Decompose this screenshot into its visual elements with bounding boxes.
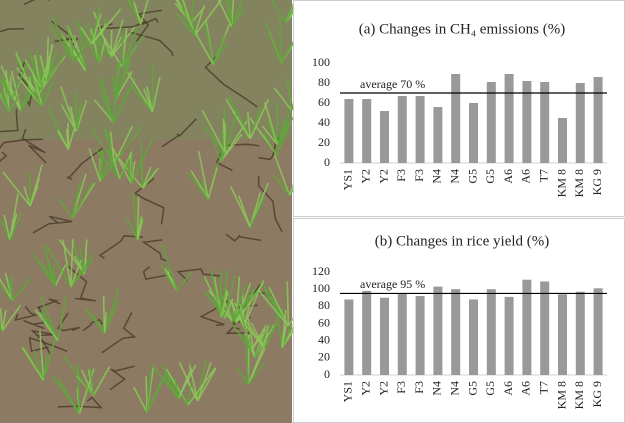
x-tick-label: T7 bbox=[536, 381, 550, 394]
x-tick-label: G5 bbox=[465, 381, 479, 396]
y-tick-label: 100 bbox=[312, 55, 330, 69]
bar bbox=[469, 299, 478, 375]
bar bbox=[469, 103, 478, 163]
x-tick-label: A6 bbox=[519, 169, 533, 184]
bar bbox=[416, 296, 425, 375]
bar bbox=[433, 107, 442, 163]
x-tick-label: A6 bbox=[501, 169, 515, 184]
x-tick-label: F3 bbox=[412, 381, 426, 394]
bar bbox=[540, 82, 549, 163]
y-tick-label: 40 bbox=[318, 115, 330, 129]
x-tick-label: Y2 bbox=[358, 381, 372, 396]
bar bbox=[594, 288, 603, 375]
x-tick-label: YS1 bbox=[341, 169, 355, 190]
x-tick-label: KM 8 bbox=[572, 169, 586, 197]
bar bbox=[451, 289, 460, 375]
x-tick-label: N4 bbox=[447, 169, 461, 184]
x-tick-label: T7 bbox=[536, 169, 550, 182]
x-tick-label: G5 bbox=[483, 381, 497, 396]
x-tick-label: F3 bbox=[394, 381, 408, 394]
chart-title: (b) Changes in rice yield (%) bbox=[375, 233, 550, 249]
x-tick-label: KM 8 bbox=[554, 169, 568, 197]
y-tick-label: 60 bbox=[318, 95, 330, 109]
bar bbox=[398, 293, 407, 375]
bar bbox=[505, 74, 514, 163]
bar bbox=[505, 297, 514, 375]
bar bbox=[540, 281, 549, 375]
x-tick-label: KG 9 bbox=[590, 381, 604, 407]
bar bbox=[487, 289, 496, 375]
rice-leaf bbox=[287, 281, 288, 325]
y-tick-label: 20 bbox=[318, 350, 330, 364]
x-tick-label: F3 bbox=[394, 169, 408, 182]
bar bbox=[398, 96, 407, 163]
x-tick-label: G5 bbox=[483, 169, 497, 184]
bar bbox=[576, 83, 585, 163]
x-tick-label: KM 8 bbox=[554, 381, 568, 409]
x-tick-label: F3 bbox=[412, 169, 426, 182]
x-tick-label: KG 9 bbox=[590, 169, 604, 195]
x-tick-label: YS1 bbox=[341, 381, 355, 402]
bar bbox=[558, 294, 567, 375]
bar bbox=[416, 96, 425, 163]
rice-leaf bbox=[138, 197, 139, 240]
bar bbox=[451, 74, 460, 163]
bar bbox=[433, 287, 442, 375]
bar bbox=[558, 118, 567, 163]
x-tick-label: N4 bbox=[430, 381, 444, 396]
bar bbox=[380, 111, 389, 163]
y-tick-label: 80 bbox=[318, 298, 330, 312]
chart-title: (a) Changes in CH₄ emissions (%) bbox=[359, 21, 565, 37]
rice-field-photo bbox=[0, 0, 312, 423]
x-tick-label: N4 bbox=[447, 381, 461, 396]
bar bbox=[362, 99, 371, 163]
y-tick-label: 0 bbox=[324, 367, 330, 381]
x-tick-label: A6 bbox=[519, 381, 533, 396]
bar bbox=[344, 299, 353, 375]
y-tick-label: 20 bbox=[318, 135, 330, 149]
y-tick-label: 100 bbox=[312, 281, 330, 295]
x-tick-label: Y2 bbox=[376, 381, 390, 396]
y-tick-label: 120 bbox=[312, 264, 330, 278]
bar bbox=[344, 99, 353, 163]
y-tick-label: 0 bbox=[324, 155, 330, 169]
x-tick-label: Y2 bbox=[376, 169, 390, 184]
x-tick-label: A6 bbox=[501, 381, 515, 396]
bar bbox=[487, 82, 496, 163]
bar bbox=[576, 292, 585, 375]
y-tick-label: 80 bbox=[318, 75, 330, 89]
x-tick-label: Y2 bbox=[358, 169, 372, 184]
bar bbox=[380, 298, 389, 375]
figure: (a) Changes in CH₄ emissions (%) 0 20 40 60 8… bbox=[0, 0, 625, 423]
average-label: average 70 % bbox=[360, 77, 425, 91]
bar bbox=[362, 291, 371, 375]
average-label: average 95 % bbox=[360, 277, 425, 291]
bar bbox=[594, 77, 603, 163]
x-tick-label: N4 bbox=[430, 169, 444, 184]
x-tick-label: G5 bbox=[465, 169, 479, 184]
y-tick-label: 40 bbox=[318, 332, 330, 346]
rice-leaf bbox=[76, 91, 77, 131]
y-tick-label: 60 bbox=[318, 315, 330, 329]
x-tick-label: KM 8 bbox=[572, 381, 586, 409]
